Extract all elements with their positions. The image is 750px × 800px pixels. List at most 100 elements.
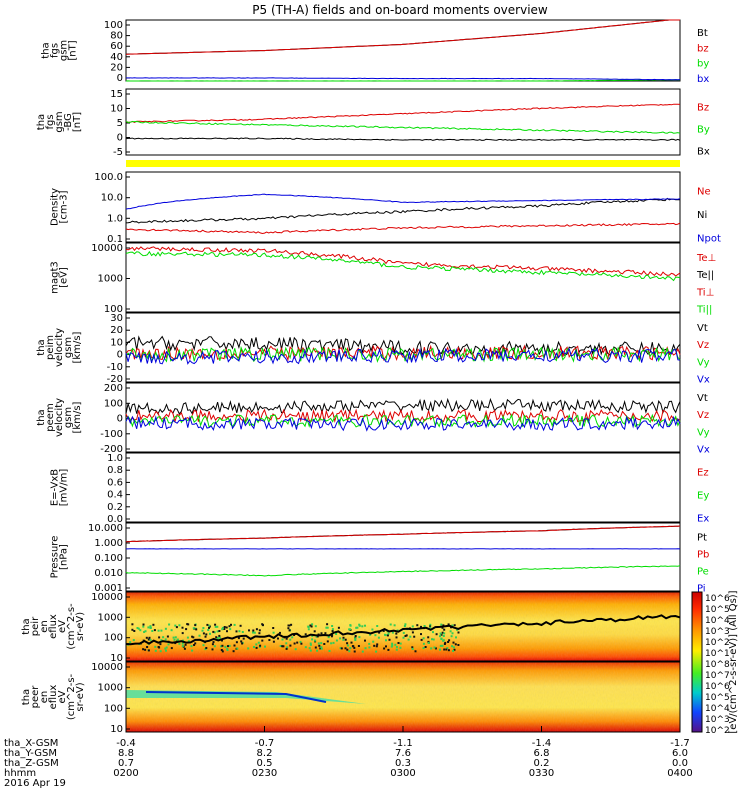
spectrogram-pixel	[331, 630, 334, 632]
spectrogram-pixel	[146, 646, 149, 648]
spectrogram-pixel	[248, 629, 250, 632]
spectrogram-pixel	[442, 639, 445, 642]
spectrogram-pixel	[368, 642, 371, 645]
y-axis-label: sr-eV)	[75, 682, 86, 711]
spectrogram-pixel	[411, 631, 414, 634]
spectrogram-pixel	[241, 631, 244, 633]
y-tick-label: -10	[107, 362, 123, 373]
spectrogram-pixel	[439, 644, 442, 647]
spectrogram-pixel	[427, 636, 430, 639]
spectrogram-pixel	[443, 632, 446, 635]
y-tick-label: 0.4	[107, 490, 123, 501]
spectrogram-pixel	[157, 646, 160, 648]
spectrogram-pixel	[175, 626, 178, 629]
y-axis-label: tha	[36, 114, 47, 130]
spectrogram-pixel	[291, 636, 294, 639]
legend-Pe: Pe	[697, 567, 709, 578]
y-axis-label: en	[39, 620, 50, 633]
x-row-value: 0.2	[534, 758, 550, 769]
legend-Ti⊥: Ti⊥	[696, 287, 714, 298]
spectrogram-pixel	[404, 623, 407, 626]
colorbar-tick: 10^4	[705, 704, 730, 714]
spectrogram-pixel	[221, 639, 223, 642]
spectrogram-pixel	[191, 649, 194, 652]
spectrogram-pixel	[339, 637, 342, 640]
panel-frame	[125, 88, 681, 156]
panel-temp: 10000 1000 100 magt3[eV] Te⊥ Te|| Ti⊥ Ti||	[50, 242, 716, 316]
y-axis-label: E=-VxB	[50, 469, 61, 506]
y-tick-label: -100	[100, 429, 123, 440]
spectrogram-pixel	[281, 645, 284, 648]
y-axis-label: [nT]	[68, 40, 79, 60]
spectrogram-pixel	[361, 650, 364, 653]
spectrogram-pixel	[228, 625, 231, 628]
spectrogram-pixel	[238, 630, 241, 633]
spectrogram-pixel	[176, 638, 179, 641]
y-axis-label: [km/s]	[72, 401, 83, 433]
legend-Vx: Vx	[697, 375, 710, 386]
colorbar-tick: 10^6	[705, 594, 730, 604]
spectrogram-pixel	[201, 629, 204, 632]
spectrogram-pixel	[386, 634, 389, 637]
spectrogram-pixel	[218, 636, 221, 639]
y-tick-label: -20	[107, 374, 123, 385]
spectrogram-pixel	[309, 643, 312, 646]
spectrogram-pixel	[240, 640, 243, 643]
y-axis-label: -BG	[63, 113, 74, 131]
spectrogram-pixel	[218, 634, 221, 637]
spectrogram-pixel	[373, 644, 376, 647]
spectrogram-pixel	[331, 634, 334, 637]
x-row-value: 0330	[529, 768, 554, 779]
spectrogram-pixel	[385, 639, 387, 642]
x-row-value: 8.2	[257, 748, 273, 759]
legend-Bx: Bx	[697, 147, 710, 158]
x-row-value: 0.3	[395, 758, 411, 769]
spectrogram-pixel	[168, 623, 171, 626]
spectrogram-pixel	[193, 644, 196, 646]
y-tick-label: 10	[110, 724, 123, 735]
spectrogram-pixel	[342, 638, 345, 641]
spectrogram-pixel	[384, 633, 386, 636]
spectrogram-pixel	[441, 626, 444, 629]
spectrogram-pixel	[385, 645, 387, 648]
spectrogram-pixel	[435, 633, 438, 636]
spectrogram-pixel	[229, 628, 232, 631]
spectrogram-pixel	[178, 642, 181, 645]
spectrogram-pixel	[422, 642, 425, 645]
spectrogram-pixel	[339, 647, 342, 650]
spectrogram-pixel	[376, 643, 379, 646]
spectrogram-pixel	[259, 644, 262, 647]
legend-Vx: Vx	[697, 445, 710, 456]
colorbar-tick: 10^2	[705, 726, 730, 736]
y-tick-label: 0.8	[107, 465, 123, 476]
y-axis-label: gsm	[59, 40, 70, 61]
spectrogram-pixel	[311, 623, 314, 626]
spectrogram-pixel	[286, 646, 289, 649]
spectrogram-pixel	[348, 650, 351, 653]
spectrogram-pixel	[328, 650, 331, 652]
y-tick-label: 10000	[91, 662, 123, 673]
spectrogram-pixel	[221, 644, 224, 647]
spectrogram-pixel	[226, 649, 229, 651]
x-row-value: -1.7	[670, 738, 690, 749]
spectrogram-pixel	[375, 645, 378, 648]
legend-Te⊥: Te⊥	[696, 253, 716, 264]
spectrogram-pixel	[183, 647, 186, 650]
series-line-Npot	[125, 193, 681, 210]
spectrogram-pixel	[289, 638, 292, 641]
spectrogram-pixel	[413, 635, 416, 638]
series-line-Vy	[125, 345, 681, 363]
spectrogram-pixel	[242, 637, 245, 640]
spectrogram-pixel	[142, 648, 145, 651]
spectrogram-pixel	[332, 641, 335, 644]
spectrogram-pixel	[395, 648, 398, 651]
x-row-label: hhmm	[4, 768, 36, 779]
series-line-Pe	[125, 565, 681, 577]
spectrogram-pixel	[427, 641, 430, 644]
series-line-bz	[126, 19, 680, 55]
spectrogram-pixel	[228, 644, 231, 647]
y-axis-label: sr-eV)	[75, 612, 86, 641]
spectrogram-pixel	[277, 637, 279, 640]
y-tick-label: 1000	[98, 274, 123, 285]
spectrogram-pixel	[394, 643, 397, 646]
